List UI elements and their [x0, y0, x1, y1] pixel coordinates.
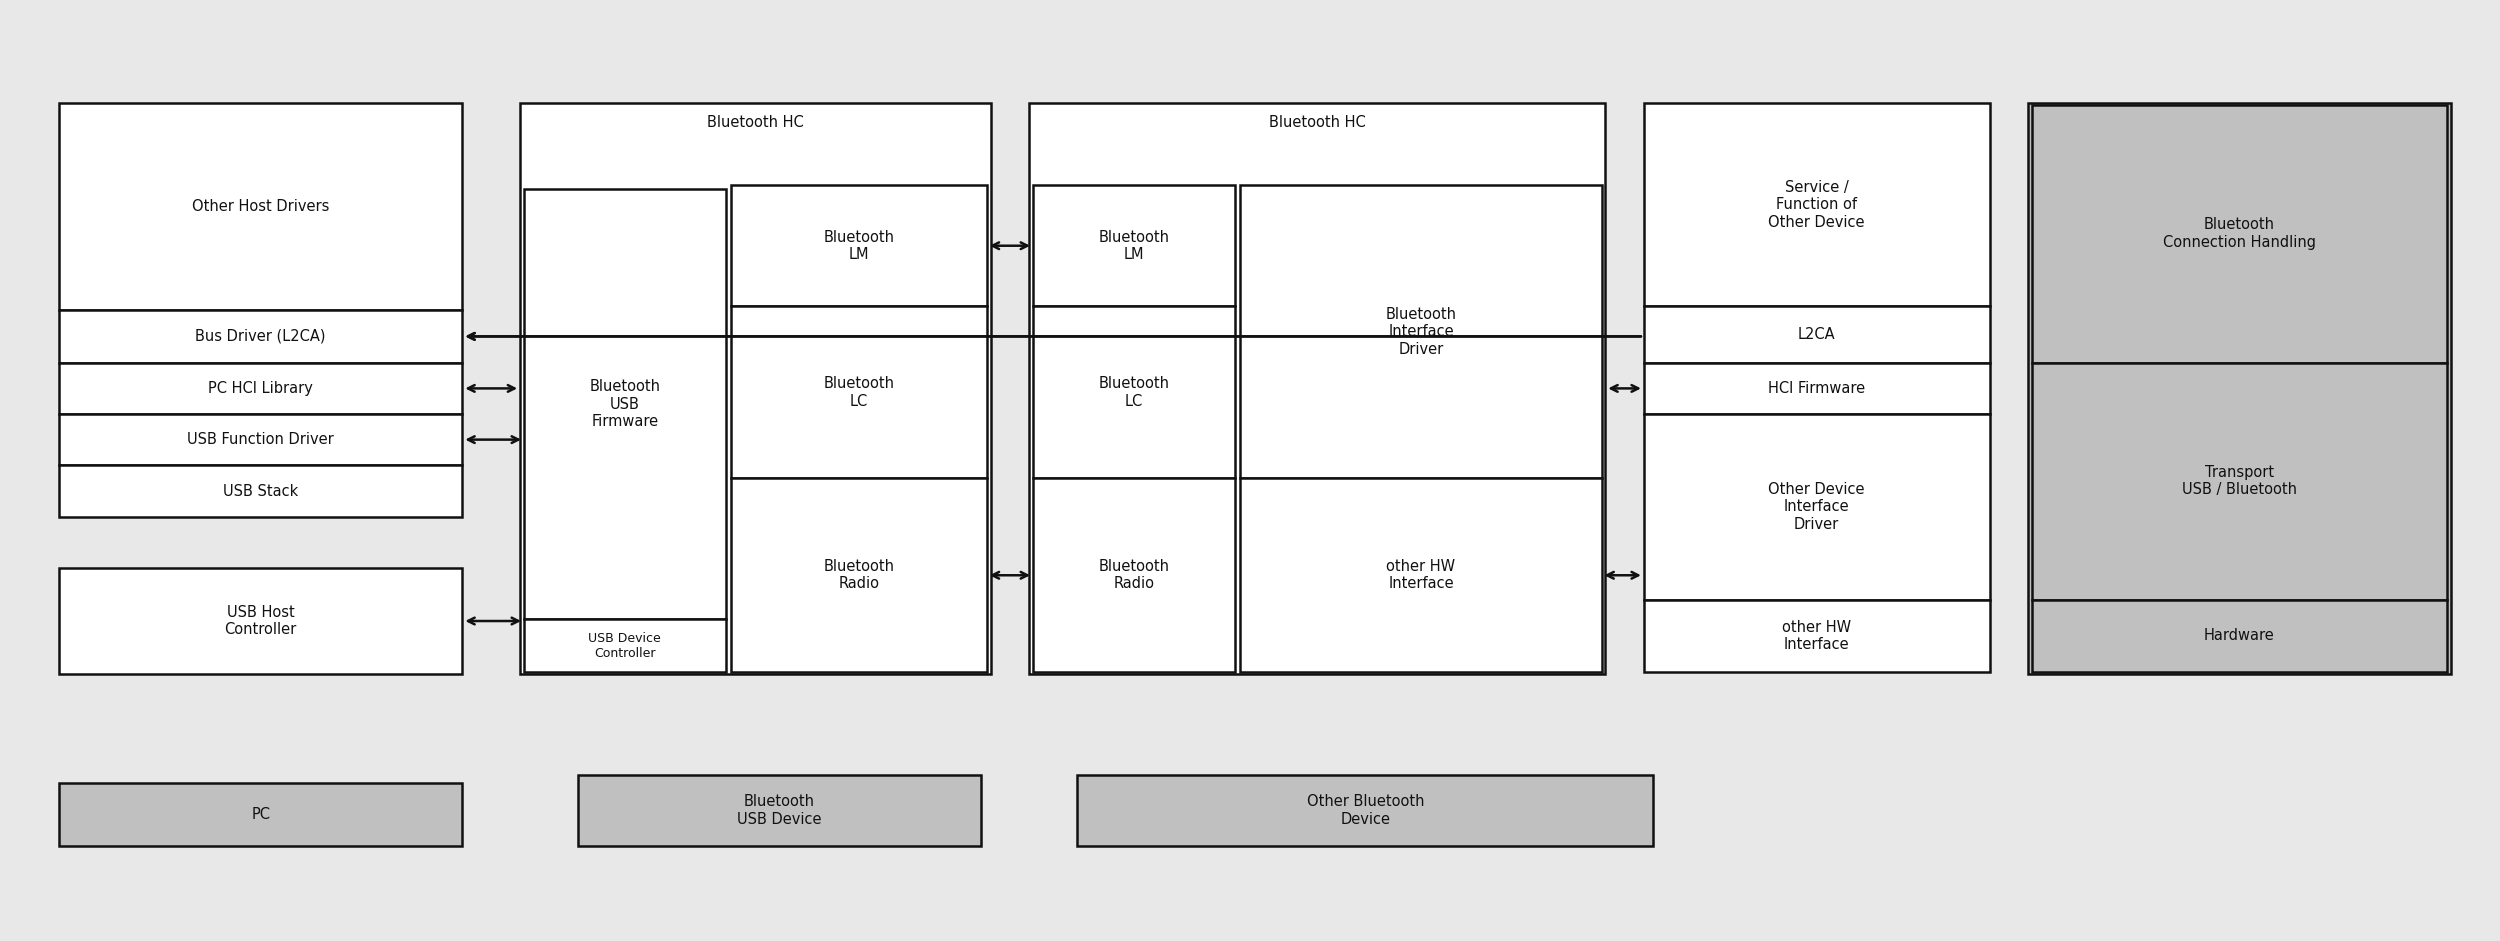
Bar — [578, 775, 980, 846]
Bar — [1645, 414, 1990, 599]
Text: Bluetooth
USB
Firmware: Bluetooth USB Firmware — [590, 379, 660, 429]
Bar — [2032, 362, 2448, 599]
Text: PC: PC — [250, 807, 270, 822]
Bar — [525, 189, 725, 619]
Text: PC HCI Library: PC HCI Library — [208, 381, 312, 396]
Text: USB Device
Controller: USB Device Controller — [588, 631, 660, 660]
Bar — [1030, 103, 1605, 674]
Bar — [1032, 185, 1235, 307]
Bar — [60, 414, 462, 465]
Bar — [525, 619, 725, 672]
Bar — [1240, 478, 1602, 672]
Text: Bluetooth
LC: Bluetooth LC — [822, 376, 895, 408]
Text: Other Host Drivers: Other Host Drivers — [192, 199, 330, 215]
Text: Transport
USB / Bluetooth: Transport USB / Bluetooth — [2182, 465, 2298, 497]
Bar — [2028, 103, 2450, 674]
Bar — [60, 465, 462, 518]
Bar — [60, 362, 462, 414]
Bar — [1032, 478, 1235, 672]
Text: Other Device
Interface
Driver: Other Device Interface Driver — [1768, 482, 1865, 532]
Bar — [1078, 775, 1652, 846]
Bar — [1240, 185, 1602, 478]
Text: Bluetooth
Interface
Driver: Bluetooth Interface Driver — [1385, 307, 1458, 357]
Text: Bus Driver (L2CA): Bus Driver (L2CA) — [195, 329, 325, 343]
Bar — [732, 185, 988, 307]
Text: Bluetooth HC: Bluetooth HC — [1270, 115, 1365, 130]
Bar — [2032, 104, 2448, 362]
Text: L2CA: L2CA — [1798, 327, 1835, 342]
Bar — [1645, 362, 1990, 414]
Bar — [1645, 599, 1990, 672]
Text: Service /
Function of
Other Device: Service / Function of Other Device — [1768, 180, 1865, 230]
Text: Bluetooth
Radio: Bluetooth Radio — [1098, 559, 1170, 592]
Text: Bluetooth
Connection Handling: Bluetooth Connection Handling — [2162, 217, 2315, 249]
Text: USB Stack: USB Stack — [222, 484, 298, 499]
Text: Other Bluetooth
Device: Other Bluetooth Device — [1308, 794, 1425, 827]
Text: USB Host
Controller: USB Host Controller — [225, 605, 298, 637]
Bar — [60, 783, 462, 846]
Text: USB Function Driver: USB Function Driver — [188, 432, 335, 447]
Bar — [60, 311, 462, 362]
Text: Bluetooth
LM: Bluetooth LM — [822, 230, 895, 262]
Text: other HW
Interface: other HW Interface — [1388, 559, 1455, 592]
Text: Bluetooth
LC: Bluetooth LC — [1098, 376, 1170, 408]
Bar — [2032, 599, 2448, 672]
Text: Hardware: Hardware — [2205, 629, 2275, 644]
Bar — [1645, 307, 1990, 362]
Bar — [520, 103, 990, 674]
Bar — [732, 307, 988, 478]
Text: Bluetooth
LM: Bluetooth LM — [1098, 230, 1170, 262]
Text: Bluetooth
Radio: Bluetooth Radio — [822, 559, 895, 592]
Text: Bluetooth HC: Bluetooth HC — [707, 115, 802, 130]
Bar — [732, 478, 988, 672]
Bar — [1032, 307, 1235, 478]
Bar — [60, 103, 462, 311]
Text: Bluetooth
USB Device: Bluetooth USB Device — [738, 794, 823, 827]
Bar — [60, 568, 462, 674]
Bar — [1645, 103, 1990, 307]
Text: other HW
Interface: other HW Interface — [1782, 620, 1850, 652]
Text: HCI Firmware: HCI Firmware — [1768, 381, 1865, 396]
